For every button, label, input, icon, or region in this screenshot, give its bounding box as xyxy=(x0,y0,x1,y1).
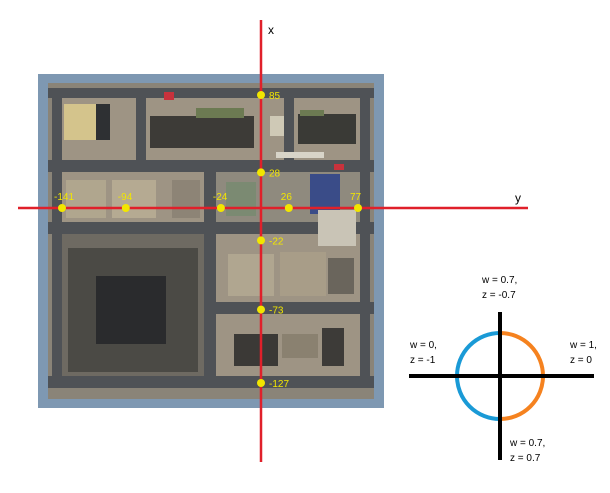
vehicle-red-2 xyxy=(334,164,344,170)
building-center-light xyxy=(318,210,356,246)
rotation-legend: w = 0.7, z = -0.7 w = 0, z = -1 w = 1, z… xyxy=(409,275,597,464)
y-marker-dot xyxy=(216,204,225,212)
y-marker-dot xyxy=(121,204,130,212)
y-marker-label: -141 xyxy=(54,192,74,203)
vehicle-red xyxy=(164,92,174,100)
y-marker-dot xyxy=(58,204,66,212)
building-sw-inner xyxy=(96,276,166,344)
x-marker-dot xyxy=(257,305,265,314)
road-col-a xyxy=(136,88,146,172)
x-axis-label: x xyxy=(268,23,274,37)
building-nw-dark xyxy=(96,104,110,140)
y-marker-label: -94 xyxy=(118,192,133,203)
building-ne-strip xyxy=(276,152,324,158)
roads xyxy=(48,88,374,388)
x-markers: 85 28 -22 -73 -127 xyxy=(257,91,289,390)
x-marker-dot xyxy=(257,91,265,99)
building-se-4 xyxy=(234,334,278,366)
legend-left-w: w = 0, xyxy=(409,340,437,351)
building-center-plaza xyxy=(226,182,256,216)
road-top xyxy=(48,88,374,98)
road-left xyxy=(52,88,62,388)
y-markers: -141 -94 -24 26 77 xyxy=(54,192,362,212)
legend-bottom-z: z = 0.7 xyxy=(510,453,541,464)
legend-left-z: z = -1 xyxy=(410,355,436,366)
x-marker-label: 85 xyxy=(269,91,281,102)
road-col-c xyxy=(284,88,294,172)
building-w-3 xyxy=(172,180,200,218)
building-se-5 xyxy=(282,334,318,358)
building-w-1 xyxy=(66,180,106,218)
building-ne-roof xyxy=(300,110,324,116)
building-nw-gold xyxy=(64,104,96,140)
building-n-light xyxy=(270,116,284,136)
x-marker-dot xyxy=(257,236,265,245)
y-marker-label: 77 xyxy=(350,192,362,203)
building-se-1 xyxy=(228,254,274,296)
legend-top-w: w = 0.7, xyxy=(481,275,517,286)
building-w-2 xyxy=(112,180,156,218)
x-marker-label: -73 xyxy=(269,306,284,317)
building-se-6 xyxy=(322,328,344,366)
y-marker-dot xyxy=(354,204,362,212)
x-marker-label: 28 xyxy=(269,168,281,179)
x-marker-label: -127 xyxy=(269,379,289,390)
y-marker-dot xyxy=(284,204,293,212)
road-lower xyxy=(205,302,374,314)
legend-top-z: z = -0.7 xyxy=(482,290,516,301)
y-marker-label: 26 xyxy=(281,192,293,203)
legend-bottom-w: w = 0.7, xyxy=(509,438,545,449)
road-col-b xyxy=(204,160,216,388)
building-ne-dark xyxy=(298,114,356,144)
building-n-dark xyxy=(150,116,254,148)
building-n-roof xyxy=(196,108,244,118)
buildings xyxy=(64,92,356,372)
road-right xyxy=(360,88,370,388)
legend-right-w: w = 1, xyxy=(569,340,597,351)
x-marker-dot xyxy=(257,168,265,177)
building-se-2 xyxy=(280,252,326,296)
x-marker-label: -22 xyxy=(269,236,284,247)
city-map xyxy=(38,74,384,408)
y-marker-label: -24 xyxy=(213,192,228,203)
x-marker-dot xyxy=(257,379,265,387)
y-axis-label: y xyxy=(515,191,521,205)
legend-right-z: z = 0 xyxy=(570,355,592,366)
building-se-3 xyxy=(328,258,354,294)
